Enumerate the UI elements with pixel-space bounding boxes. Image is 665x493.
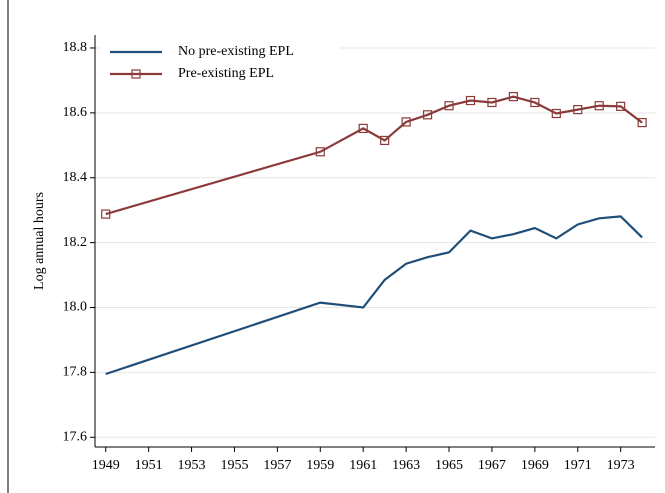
point-marker <box>315 147 325 157</box>
x-tick-label: 1967 <box>478 458 506 473</box>
x-tick-label: 1965 <box>435 458 463 473</box>
x-tick-label: 1961 <box>349 458 377 473</box>
point-marker <box>358 123 368 134</box>
y-tick-label: 18.8 <box>63 40 88 55</box>
x-tick-label: 1949 <box>92 458 120 473</box>
x-tick-label: 1953 <box>178 458 206 473</box>
x-tick-label: 1959 <box>306 458 334 473</box>
legend-label: No pre-existing EPL <box>178 44 294 59</box>
x-tick-label: 1951 <box>135 458 163 473</box>
legend-label: Pre-existing EPL <box>178 66 274 81</box>
point-marker <box>637 117 647 128</box>
series-line <box>105 95 643 216</box>
x-tick-label: 1969 <box>521 458 549 473</box>
x-tick-label: 1971 <box>564 458 592 473</box>
point-marker <box>573 105 583 115</box>
point-marker <box>444 101 454 111</box>
point-marker <box>594 101 604 111</box>
y-tick-label: 17.8 <box>63 365 88 380</box>
point-marker <box>380 135 390 146</box>
y-tick-label: 18.2 <box>63 235 88 250</box>
point-marker <box>401 117 411 127</box>
point-marker <box>465 95 476 106</box>
legend-box <box>100 38 340 88</box>
y-tick-label: 17.6 <box>63 429 88 444</box>
x-tick-label: 1963 <box>392 458 420 473</box>
point-marker <box>487 97 497 108</box>
x-tick-label: 1957 <box>263 458 291 473</box>
point-marker <box>551 108 561 119</box>
point-marker <box>508 92 518 102</box>
point-marker <box>530 97 540 108</box>
point-marker <box>422 110 433 120</box>
series-line <box>105 215 643 376</box>
legend-marker <box>131 69 141 79</box>
x-tick-label: 1973 <box>607 458 635 473</box>
y-tick-label: 18.6 <box>63 105 88 120</box>
y-axis-label: Log annual hours <box>32 192 47 290</box>
x-tick-label: 1955 <box>220 458 248 473</box>
y-tick-label: 18.4 <box>63 170 88 185</box>
point-marker <box>101 209 111 219</box>
point-marker <box>616 101 626 111</box>
y-tick-label: 18.0 <box>63 300 88 315</box>
